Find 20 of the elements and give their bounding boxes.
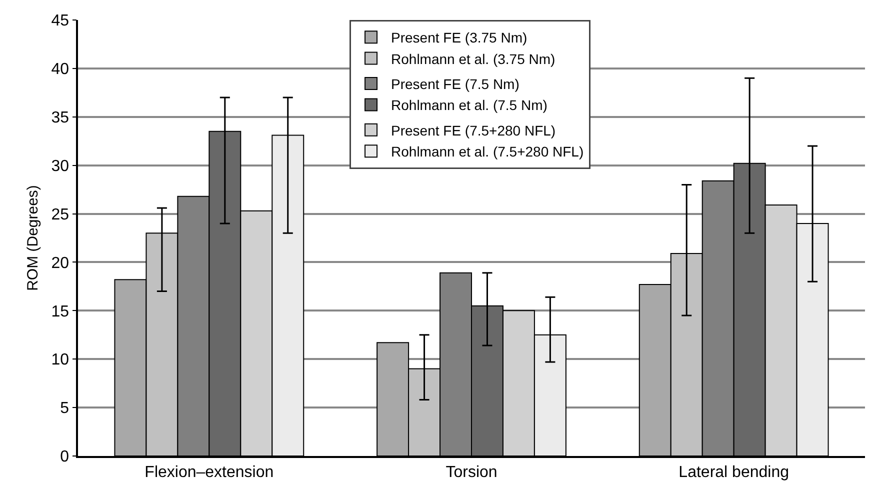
legend-label: Rohlmann et al. (3.75 Nm) bbox=[391, 50, 556, 67]
y-tick-label: 20 bbox=[51, 254, 70, 272]
y-tick-label: 0 bbox=[60, 448, 70, 466]
y-tick-label: 5 bbox=[60, 400, 70, 418]
legend-label: Present FE (3.75 Nm) bbox=[391, 30, 528, 46]
y-axis-title: ROM (Degrees) bbox=[24, 185, 42, 291]
y-tick-label: 40 bbox=[51, 61, 70, 78]
y-tick-label: 45 bbox=[51, 12, 70, 30]
y-tick-label: 35 bbox=[51, 109, 70, 126]
x-tick-label: Torsion bbox=[446, 464, 498, 481]
y-tick-label: 10 bbox=[51, 352, 70, 369]
x-tick-label: Flexion–extension bbox=[144, 464, 274, 481]
legend-label: Rohlmann et al. (7.5 Nm) bbox=[391, 97, 548, 114]
legend-label: Present FE (7.5+280 NFL) bbox=[391, 122, 556, 138]
y-tick-label: 25 bbox=[51, 206, 70, 224]
x-tick-label: Lateral bending bbox=[678, 464, 789, 481]
legend-label: Rohlmann et al. (7.5+280 NFL) bbox=[391, 144, 584, 160]
legend-label: Present FE (7.5 Nm) bbox=[391, 76, 520, 92]
y-tick-label: 30 bbox=[51, 158, 70, 175]
y-tick-label: 15 bbox=[51, 303, 70, 320]
